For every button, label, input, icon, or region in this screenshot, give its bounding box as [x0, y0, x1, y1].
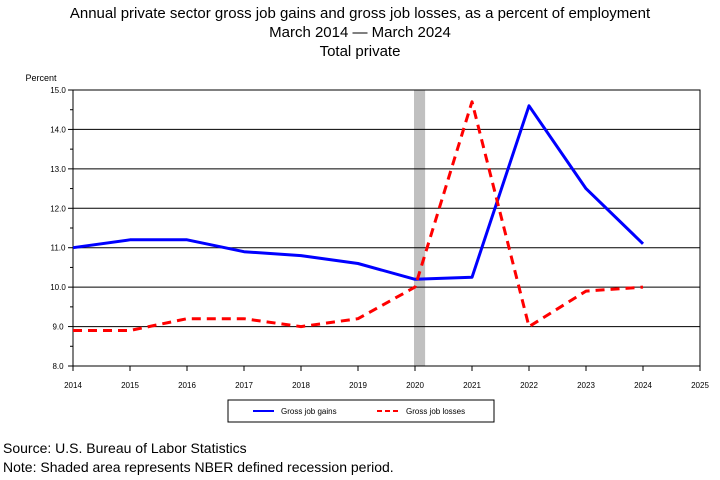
y-tick-label: 15.0 — [50, 86, 66, 95]
chart-title-block: Annual private sector gross job gains an… — [0, 4, 720, 61]
y-axis-label: Percent — [25, 73, 57, 83]
y-tick-label: 9.0 — [52, 323, 64, 332]
y-tick-label: 11.0 — [51, 244, 67, 253]
recession-note: Note: Shaded area represents NBER define… — [3, 459, 394, 475]
y-tick-label: 10.0 — [50, 283, 66, 292]
x-tick-label: 2014 — [64, 381, 82, 390]
x-tick-label: 2017 — [235, 381, 253, 390]
source-note: Source: U.S. Bureau of Labor Statistics — [3, 440, 247, 456]
x-tick-label: 2021 — [463, 381, 481, 390]
x-tick-label: 2016 — [178, 381, 196, 390]
x-tick-label: 2019 — [349, 381, 367, 390]
legend-gains-label: Gross job gains — [281, 407, 337, 416]
x-tick-label: 2020 — [406, 381, 424, 390]
losses-series-line — [73, 100, 644, 332]
y-tick-label: 14.0 — [50, 125, 66, 134]
y-tick-label: 12.0 — [50, 204, 66, 213]
chart-title: Annual private sector gross job gains an… — [69, 5, 651, 22]
x-tick-label: 2018 — [292, 381, 310, 390]
plot-frame — [72, 89, 701, 367]
x-tick-label: 2015 — [121, 381, 139, 390]
chart-date-range: March 2014 — March 2024 — [269, 24, 451, 41]
gains-series-line — [72, 104, 645, 281]
y-tick-label: 13.0 — [50, 165, 66, 174]
x-tick-label: 2025 — [691, 381, 709, 390]
x-tick-label: 2022 — [520, 381, 538, 390]
x-tick-label: 2024 — [634, 381, 652, 390]
recession-shading — [414, 90, 426, 366]
x-tick-label: 2023 — [577, 381, 595, 390]
legend-losses-label: Gross job losses — [406, 407, 465, 416]
y-tick-label: 8.0 — [52, 362, 64, 371]
legend-box — [227, 399, 495, 423]
chart-subtitle: Total private — [319, 43, 401, 60]
